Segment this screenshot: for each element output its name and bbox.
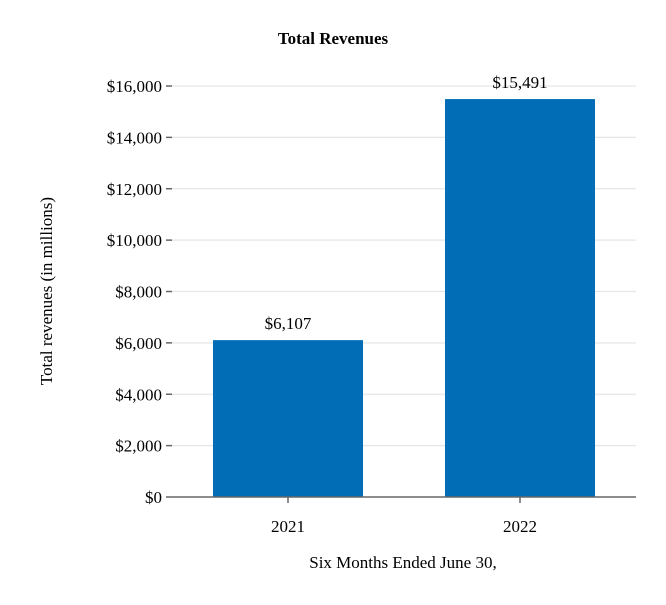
- chart-title: Total Revenues: [278, 29, 389, 48]
- y-tick-label: $10,000: [107, 231, 162, 250]
- bars: [213, 99, 595, 497]
- y-tick-label: $6,000: [115, 334, 162, 353]
- y-tick-label: $14,000: [107, 128, 162, 147]
- y-tick-label: $0: [145, 488, 162, 507]
- x-tick-label: 2021: [271, 517, 305, 536]
- data-labels: $6,107 $15,491: [265, 73, 548, 333]
- y-tick-label: $12,000: [107, 180, 162, 199]
- x-axis-label: Six Months Ended June 30,: [309, 553, 496, 572]
- y-tick-label: $2,000: [115, 437, 162, 456]
- y-tick-label: $4,000: [115, 385, 162, 404]
- data-label: $15,491: [492, 73, 547, 92]
- y-axis-label: Total revenues (in millions): [37, 197, 56, 385]
- y-axis-ticks: $0 $2,000 $4,000 $6,000 $8,000 $10,000 $12,000…: [107, 77, 172, 507]
- bar-2021: [213, 340, 363, 497]
- y-tick-label: $8,000: [115, 283, 162, 302]
- bar-2022: [445, 99, 595, 497]
- x-tick-label: 2022: [503, 517, 537, 536]
- x-axis-ticks: 2021 2022: [271, 497, 537, 536]
- y-tick-label: $16,000: [107, 77, 162, 96]
- data-label: $6,107: [265, 314, 312, 333]
